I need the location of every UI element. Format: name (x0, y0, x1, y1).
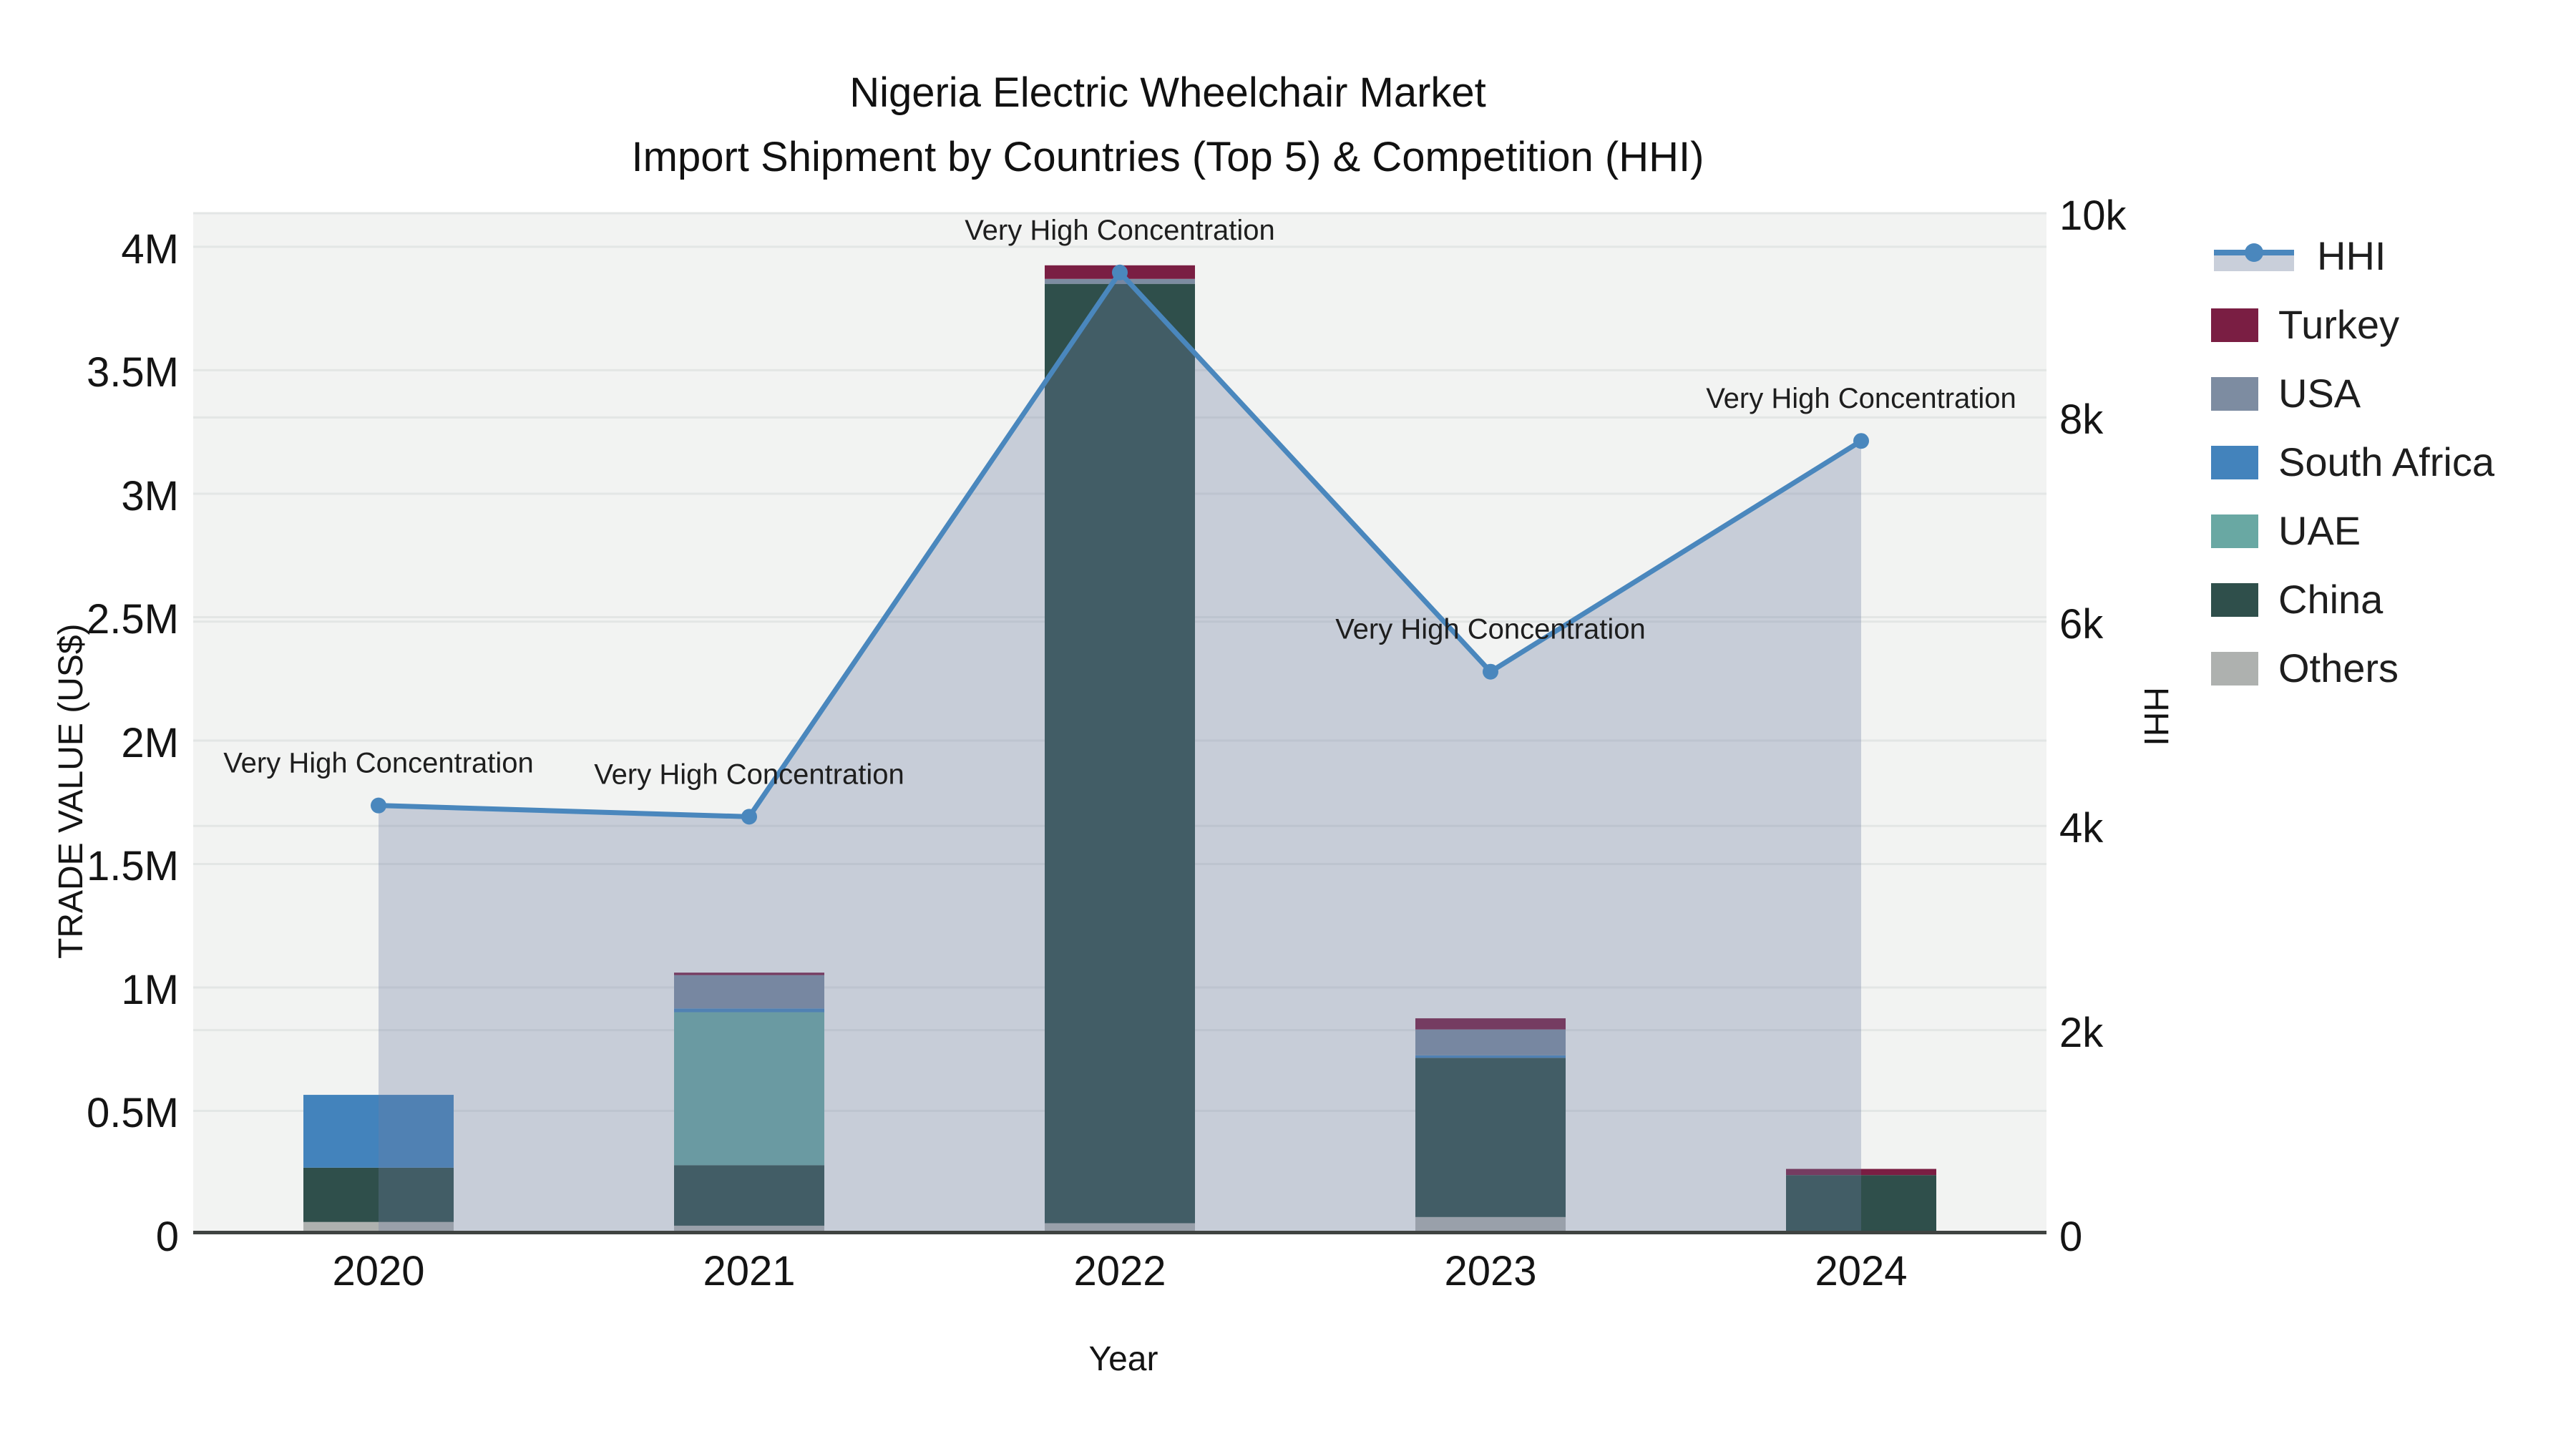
legend-item-china[interactable]: China (2211, 580, 2494, 620)
chart-title-line1: Nigeria Electric Wheelchair Market (849, 69, 1486, 116)
bar-segment-china-2023[interactable] (1415, 1058, 1566, 1217)
bar-segment-uae-2021[interactable] (674, 1012, 824, 1166)
legend-label: UAE (2278, 508, 2361, 553)
chart-canvas: Very High Concentration Very High Concent… (193, 212, 2046, 1234)
y-left-tick-2.5M: 2.5M (87, 596, 179, 643)
bar-segment-south-africa-2023[interactable] (1415, 1055, 1566, 1058)
hhi-area-fill (379, 272, 1861, 1234)
legend-label: South Africa (2278, 439, 2494, 484)
hhi-line-sample-icon (2214, 243, 2294, 271)
annotation-2020: Very High Concentration (223, 748, 534, 779)
legend-label: Others (2278, 645, 2399, 691)
bar-segment-usa-2022[interactable] (1045, 278, 1195, 284)
y-left-tick-4M: 4M (121, 225, 179, 273)
color-swatch-icon (2211, 582, 2258, 617)
annotation-2023: Very High Concentration (1335, 614, 1646, 645)
legend-label: USA (2278, 371, 2361, 416)
color-swatch-icon (2211, 514, 2258, 548)
y-axis-right-title: HHI (2137, 687, 2175, 746)
annotation-2024: Very High Concentration (1706, 383, 2016, 414)
hhi-marker-2020[interactable] (371, 797, 386, 814)
bar-segment-usa-2021[interactable] (674, 975, 824, 1009)
bar-segment-south-africa-2021[interactable] (674, 1008, 824, 1013)
hhi-marker-2022[interactable] (1112, 264, 1128, 280)
legend-label: China (2278, 577, 2384, 622)
bar-segment-turkey-2024[interactable] (1786, 1169, 1936, 1176)
bar-segment-china-2024[interactable] (1786, 1175, 1936, 1234)
legend-label: HHI (2317, 233, 2386, 278)
y-axis-left-title: TRADE VALUE (US$) (52, 623, 90, 959)
bar-segment-usa-2023[interactable] (1415, 1029, 1566, 1055)
legend-label: Turkey (2278, 302, 2400, 347)
y-right-tick-6k: 6k (2059, 600, 2104, 648)
y-left-tick-3M: 3M (121, 472, 179, 519)
legend-item-usa[interactable]: USA (2211, 374, 2494, 414)
hhi-marker-2024[interactable] (1853, 433, 1869, 449)
legend-item-others[interactable]: Others (2211, 648, 2494, 688)
hhi-marker-2023[interactable] (1483, 663, 1498, 680)
color-swatch-icon (2211, 376, 2258, 411)
y-left-tick-0.5M: 0.5M (87, 1090, 179, 1137)
bar-segment-turkey-2023[interactable] (1415, 1018, 1566, 1030)
y-right-tick-10k: 10k (2059, 192, 2127, 239)
legend-item-uae[interactable]: UAE (2211, 511, 2494, 551)
bar-segment-china-2022[interactable] (1045, 283, 1195, 1224)
annotation-2021: Very High Concentration (594, 758, 904, 790)
x-axis-title: Year (1088, 1340, 1158, 1378)
y-left-tick-1M: 1M (121, 966, 179, 1013)
legend-item-south-africa[interactable]: South Africa (2211, 442, 2494, 482)
legend: HHI Turkey USA South Africa UAE China Others (2211, 236, 2494, 688)
x-tick-2022: 2022 (1073, 1248, 1166, 1294)
color-swatch-icon (2211, 651, 2258, 686)
bar-segment-turkey-2021[interactable] (674, 972, 824, 975)
color-swatch-icon (2211, 308, 2258, 342)
y-right-tick-2k: 2k (2059, 1009, 2104, 1056)
y-right-tick-8k: 8k (2059, 396, 2104, 444)
y-right-tick-4k: 4k (2059, 805, 2104, 852)
annotation-2022: Very High Concentration (965, 215, 1275, 246)
color-swatch-icon (2211, 445, 2258, 479)
x-tick-2023: 2023 (1444, 1248, 1537, 1294)
y-left-tick-1.5M: 1.5M (87, 843, 179, 890)
legend-item-hhi[interactable]: HHI (2211, 236, 2494, 276)
x-tick-2021: 2021 (703, 1248, 796, 1294)
bar-segment-china-2020[interactable] (303, 1167, 454, 1222)
x-tick-2024: 2024 (1815, 1248, 1908, 1294)
y-left-tick-0: 0 (155, 1214, 179, 1260)
y-left-tick-2M: 2M (121, 719, 179, 766)
legend-item-turkey[interactable]: Turkey (2211, 305, 2494, 345)
bar-segment-south-africa-2020[interactable] (303, 1095, 454, 1168)
y-right-tick-0: 0 (2059, 1214, 2083, 1260)
chart-title-line2: Import Shipment by Countries (Top 5) & C… (631, 134, 1704, 180)
bar-segment-china-2021[interactable] (674, 1165, 824, 1226)
x-tick-2020: 2020 (332, 1248, 425, 1294)
y-left-tick-3.5M: 3.5M (87, 349, 179, 396)
hhi-marker-2021[interactable] (741, 809, 757, 825)
